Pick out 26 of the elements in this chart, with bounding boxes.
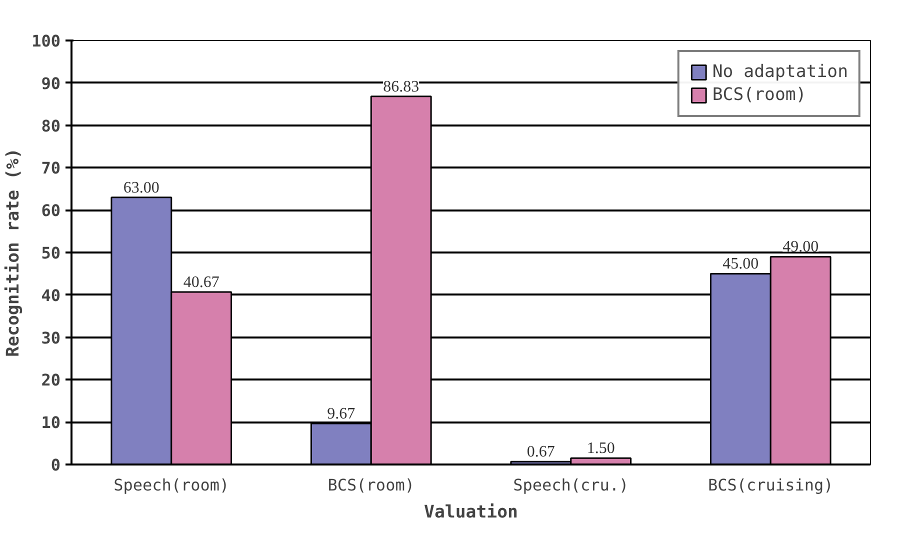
data-label: 63.00 (123, 179, 160, 196)
y-axis-title: Recognition rate (%) (4, 148, 24, 357)
data-label: 0.67 (526, 444, 555, 461)
y-tick-label: 50 (41, 244, 60, 262)
y-tick-label: 40 (41, 286, 60, 305)
y-tick-label: 90 (41, 74, 60, 93)
data-label: 9.67 (327, 406, 356, 422)
data-label: 40.67 (183, 274, 220, 292)
x-tick-label: Speech(cru.) (513, 476, 629, 494)
legend-label: No adaptation (712, 62, 848, 82)
y-tick-label: 0 (50, 456, 61, 474)
data-label: 45.00 (722, 256, 759, 273)
x-tick-label: BCS(room) (328, 476, 414, 494)
y-tick-label: 30 (41, 328, 60, 348)
y-tick-label: 70 (41, 158, 60, 178)
x-tick-label: BCS(cruising) (708, 476, 834, 494)
y-tick-label: 10 (41, 413, 60, 432)
y-tick-label: 100 (32, 32, 61, 50)
data-label: 86.83 (383, 78, 420, 96)
x-axis-title: Valuation (424, 502, 518, 522)
legend-label: BCS(room) (712, 85, 806, 105)
y-tick-label: 60 (41, 201, 60, 220)
data-label: 1.50 (586, 440, 615, 458)
x-tick-label: Speech(room) (114, 476, 230, 494)
y-tick-label: 80 (41, 116, 60, 136)
y-tick-label: 20 (41, 370, 60, 390)
